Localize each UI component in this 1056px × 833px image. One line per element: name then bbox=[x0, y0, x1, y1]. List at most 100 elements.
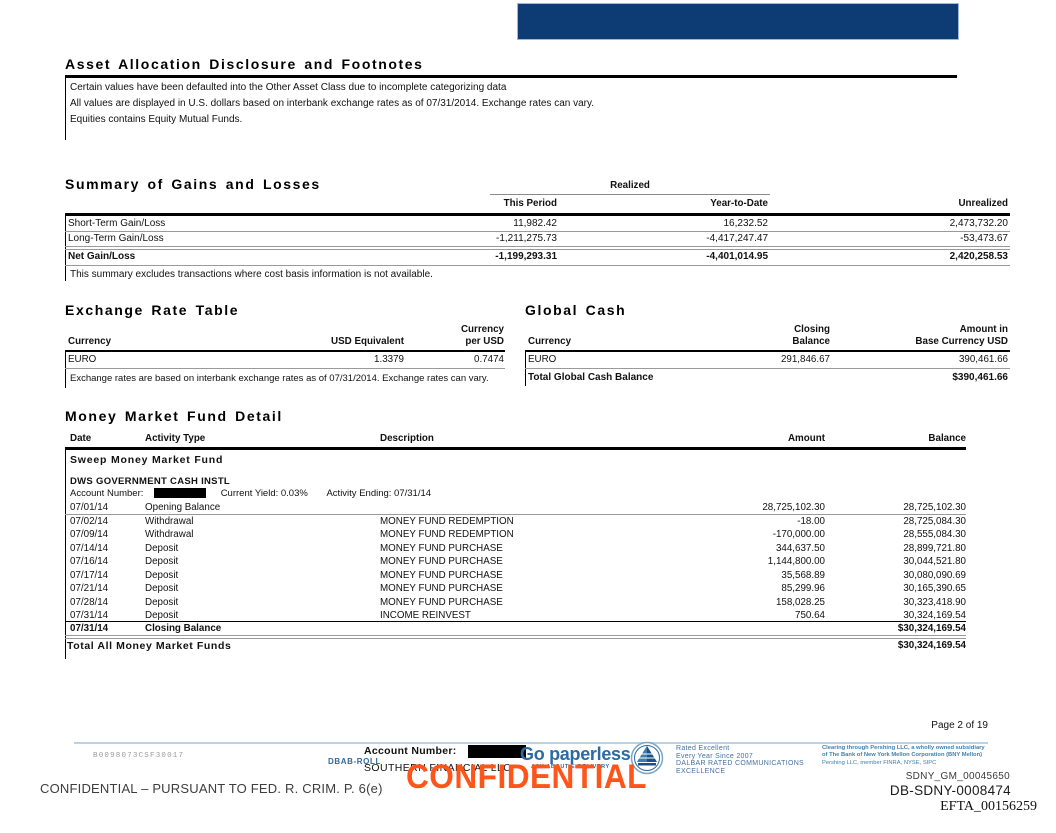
pershing-disclosure-text: Clearing through Pershing LLC, a wholly … bbox=[822, 745, 985, 767]
masthead-redaction-bar bbox=[517, 3, 959, 40]
row-divider bbox=[65, 514, 966, 515]
total-all-funds-row: Total All Money Market Funds $30,324,169… bbox=[67, 640, 966, 652]
go-paperless-label: Go paperless bbox=[520, 744, 631, 764]
section-title-money-market: Money Market Fund Detail bbox=[65, 408, 283, 424]
net-gain-loss-row: Net Gain/Loss -1,199,293.31 -4,401,014.9… bbox=[68, 251, 1008, 262]
footnote-line: All values are displayed in U.S. dollars… bbox=[70, 98, 595, 109]
column-header-description: Description bbox=[380, 433, 434, 444]
table-row: 07/17/14 Deposit MONEY FUND PURCHASE 35,… bbox=[70, 569, 966, 581]
global-cash-total-row: Total Global Cash Balance $390,461.66 bbox=[528, 372, 1008, 383]
asset-allocation-section: Asset Allocation Disclosure and Footnote… bbox=[65, 56, 963, 140]
column-header-unrealized: Unrealized bbox=[958, 198, 1008, 209]
section-title-exchange-rate: Exchange Rate Table bbox=[65, 302, 240, 318]
column-header-currency: Currency bbox=[528, 336, 572, 347]
form-code: B0098073CSF30017 bbox=[93, 752, 185, 760]
redaction-box bbox=[467, 745, 526, 758]
table-rule-heavy bbox=[65, 213, 1010, 216]
bates-number-db-sdny: DB-SDNY-0008474 bbox=[889, 783, 1011, 798]
section-title-gains-losses: Summary of Gains and Losses bbox=[65, 176, 321, 192]
column-header-activity: Activity Type bbox=[145, 433, 206, 444]
table-left-border bbox=[65, 447, 66, 659]
fund-name: DWS GOVERNMENT CASH INSTL bbox=[70, 476, 231, 487]
dalbar-rating-text: Rated Excellent Every Year Since 2007 DA… bbox=[676, 745, 804, 775]
table-row: 07/28/14 Deposit MONEY FUND PURCHASE 158… bbox=[70, 596, 966, 608]
global-cash-section: Global Cash Closing Amount in Currency B… bbox=[525, 302, 1010, 392]
dalbar-line: Every Year Since 2007 bbox=[676, 752, 754, 760]
table-row: 07/16/14 Deposit MONEY FUND PURCHASE 1,1… bbox=[70, 556, 966, 567]
table-row: 07/01/14 Opening Balance 28,725,102.30 2… bbox=[70, 502, 966, 513]
column-header-year-to-date: Year-to-Date bbox=[710, 198, 768, 209]
dalbar-line: DALBAR RATED COMMUNICATIONS bbox=[676, 760, 805, 768]
column-header-closing-1: Closing bbox=[794, 324, 830, 335]
footer-rule bbox=[74, 742, 988, 744]
account-info-line: Account Number: Current Yield: 0.03% Act… bbox=[70, 488, 431, 499]
pershing-line: of The Bank of New York Mellon Corporati… bbox=[822, 751, 983, 758]
activity-ending-text: Activity Ending: 07/31/14 bbox=[326, 488, 432, 499]
current-yield-text: Current Yield: 0.03% bbox=[220, 488, 308, 499]
bates-number-sdny-gm: SDNY_GM_00045650 bbox=[905, 771, 1010, 782]
column-header-amount: Amount bbox=[787, 433, 825, 444]
row-divider bbox=[65, 248, 1010, 250]
row-divider bbox=[65, 621, 966, 622]
row-divider bbox=[525, 368, 1010, 369]
footnote-line: Certain values have been defaulted into … bbox=[70, 82, 507, 93]
footnote-left-border bbox=[65, 77, 66, 140]
column-header-currency-pu2: per USD bbox=[465, 336, 504, 347]
crim-rule-notice: CONFIDENTIAL – PURSUANT TO FED. R. CRIM.… bbox=[40, 781, 383, 796]
table-row: 07/09/14 Withdrawal MONEY FUND REDEMPTIO… bbox=[70, 529, 966, 540]
table-row: 07/21/14 Deposit MONEY FUND PURCHASE 85,… bbox=[70, 583, 966, 594]
money-market-section: Money Market Fund Detail Date Activity T… bbox=[65, 408, 966, 660]
column-header-currency: Currency bbox=[68, 336, 112, 347]
section-rule bbox=[65, 75, 957, 78]
footer-account-line: Account Number: bbox=[364, 745, 526, 758]
dalbar-line: EXCELLENCE bbox=[676, 767, 726, 775]
row-divider bbox=[65, 637, 966, 639]
column-header-amount-1: Amount in bbox=[959, 324, 1008, 335]
row-divider bbox=[65, 246, 1010, 247]
column-header-currency-pu1: Currency bbox=[460, 324, 504, 335]
table-row: Short-Term Gain/Loss 11,982.42 16,232.52… bbox=[68, 218, 1008, 229]
account-number-label: Account Number: bbox=[364, 745, 457, 757]
dalbar-sailboat-icon bbox=[630, 741, 664, 775]
section-title-global-cash: Global Cash bbox=[525, 302, 627, 318]
column-header-balance: Balance bbox=[928, 433, 966, 444]
page-number: Page 2 of 19 bbox=[931, 720, 988, 731]
bates-number-efta: EFTA_00156259 bbox=[940, 799, 1037, 814]
group-label-sweep: Sweep Money Market Fund bbox=[70, 454, 224, 466]
pershing-line: Pershing LLC, member FINRA, NYSE, SIPC bbox=[822, 760, 937, 767]
row-divider bbox=[65, 368, 505, 369]
table-rule-heavy bbox=[525, 350, 1010, 352]
section-title-asset-allocation: Asset Allocation Disclosure and Footnote… bbox=[65, 56, 424, 72]
table-rule-heavy bbox=[65, 350, 505, 352]
exchange-rate-section: Exchange Rate Table Currency Currency US… bbox=[65, 302, 505, 397]
gains-losses-section: Summary of Gains and Losses Realized Thi… bbox=[65, 176, 1010, 291]
table-left-border bbox=[65, 350, 66, 388]
table-row: EURO 291,846.67 390,461.66 bbox=[528, 354, 1008, 365]
table-rule-heavy bbox=[65, 447, 966, 450]
table-row: 07/14/14 Deposit MONEY FUND PURCHASE 344… bbox=[70, 542, 966, 554]
row-divider bbox=[65, 265, 1010, 266]
gains-losses-footnote: This summary excludes transactions where… bbox=[70, 269, 433, 280]
table-row: EURO 1.3379 0.7474 bbox=[68, 354, 504, 365]
pershing-line: Clearing through Pershing LLC, a wholly … bbox=[822, 745, 985, 751]
table-row: 07/31/14 Deposit INCOME REINVEST 750.64 … bbox=[70, 610, 966, 621]
column-header-amount-2: Base Currency USD bbox=[915, 336, 1008, 347]
row-divider bbox=[65, 231, 1010, 232]
confidential-stamp: CONFIDENTIAL bbox=[406, 758, 647, 796]
table-left-border bbox=[65, 213, 66, 281]
realized-group-header: Realized bbox=[490, 180, 770, 195]
column-header-this-period: This Period bbox=[503, 198, 557, 209]
column-header-usd-equivalent: USD Equivalent bbox=[331, 336, 404, 347]
column-header-closing-2: Balance bbox=[792, 336, 830, 347]
footnote-line: Equities contains Equity Mutual Funds. bbox=[70, 114, 243, 125]
closing-balance-row: 07/31/14 Closing Balance $30,324,169.54 bbox=[70, 623, 966, 634]
table-row: 07/02/14 Withdrawal MONEY FUND REDEMPTIO… bbox=[70, 515, 966, 527]
account-number-label: Account Number: bbox=[70, 488, 144, 499]
column-header-date: Date bbox=[70, 433, 92, 444]
account-holder-name: SOUTHERN FINANCIAL LLC. bbox=[364, 762, 515, 774]
exchange-rate-footnote: Exchange rates are based on interbank ex… bbox=[70, 373, 489, 384]
go-paperless-subline: ASK ABOUT E-DELIVERY bbox=[531, 764, 610, 770]
table-row: Long-Term Gain/Loss -1,211,275.73 -4,417… bbox=[68, 233, 1008, 244]
row-divider bbox=[65, 635, 966, 636]
